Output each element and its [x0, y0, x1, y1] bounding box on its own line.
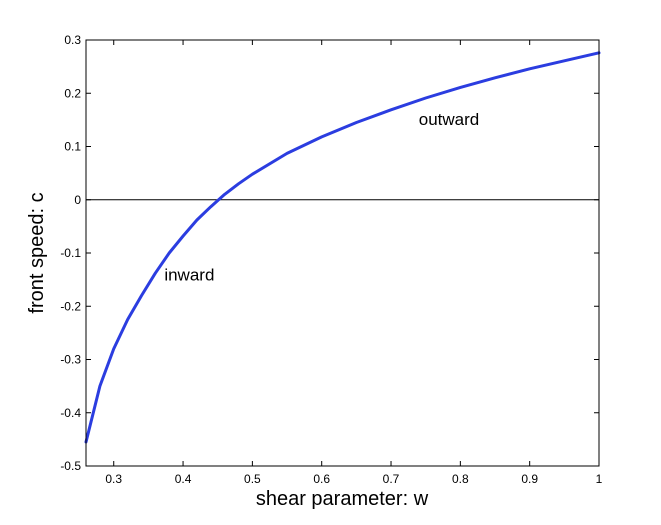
x-tick-label: 0.8	[452, 472, 469, 486]
y-tick-label: 0.1	[64, 140, 81, 154]
series-layer	[84, 51, 601, 444]
y-axis-label: front speed: c	[26, 192, 48, 313]
y-tick-label: -0.3	[60, 353, 81, 367]
y-tick-label: 0.3	[64, 33, 81, 47]
y-tick-label: 0	[74, 193, 81, 207]
y-tick-label: -0.5	[60, 459, 81, 473]
x-axis-label: shear parameter: w	[256, 488, 429, 510]
y-tick-label: -0.1	[60, 246, 81, 260]
plot-background	[86, 40, 599, 466]
tick-layer: 0.3 0.4 0.5 0.6 0.7 0.8 0.9 1 -0.5 -0.4 -0.3 -0.2 -0…	[60, 33, 602, 486]
x-tick-label: 0.7	[383, 472, 400, 486]
x-tick-label: 1	[596, 472, 603, 486]
series-line-0	[84, 51, 601, 444]
annotation-inward: inward	[164, 266, 214, 285]
x-tick-label: 0.5	[244, 472, 261, 486]
annotation-layer: outward inward	[164, 110, 479, 284]
y-tick-label: -0.4	[60, 406, 81, 420]
x-tick-label: 0.4	[175, 472, 192, 486]
x-tick-label: 0.3	[105, 472, 122, 486]
annotation-outward: outward	[419, 110, 479, 129]
y-tick-label: -0.2	[60, 299, 81, 313]
x-tick-label: 0.9	[521, 472, 538, 486]
y-tick-label: 0.2	[64, 86, 81, 100]
x-tick-label: 0.6	[313, 472, 330, 486]
